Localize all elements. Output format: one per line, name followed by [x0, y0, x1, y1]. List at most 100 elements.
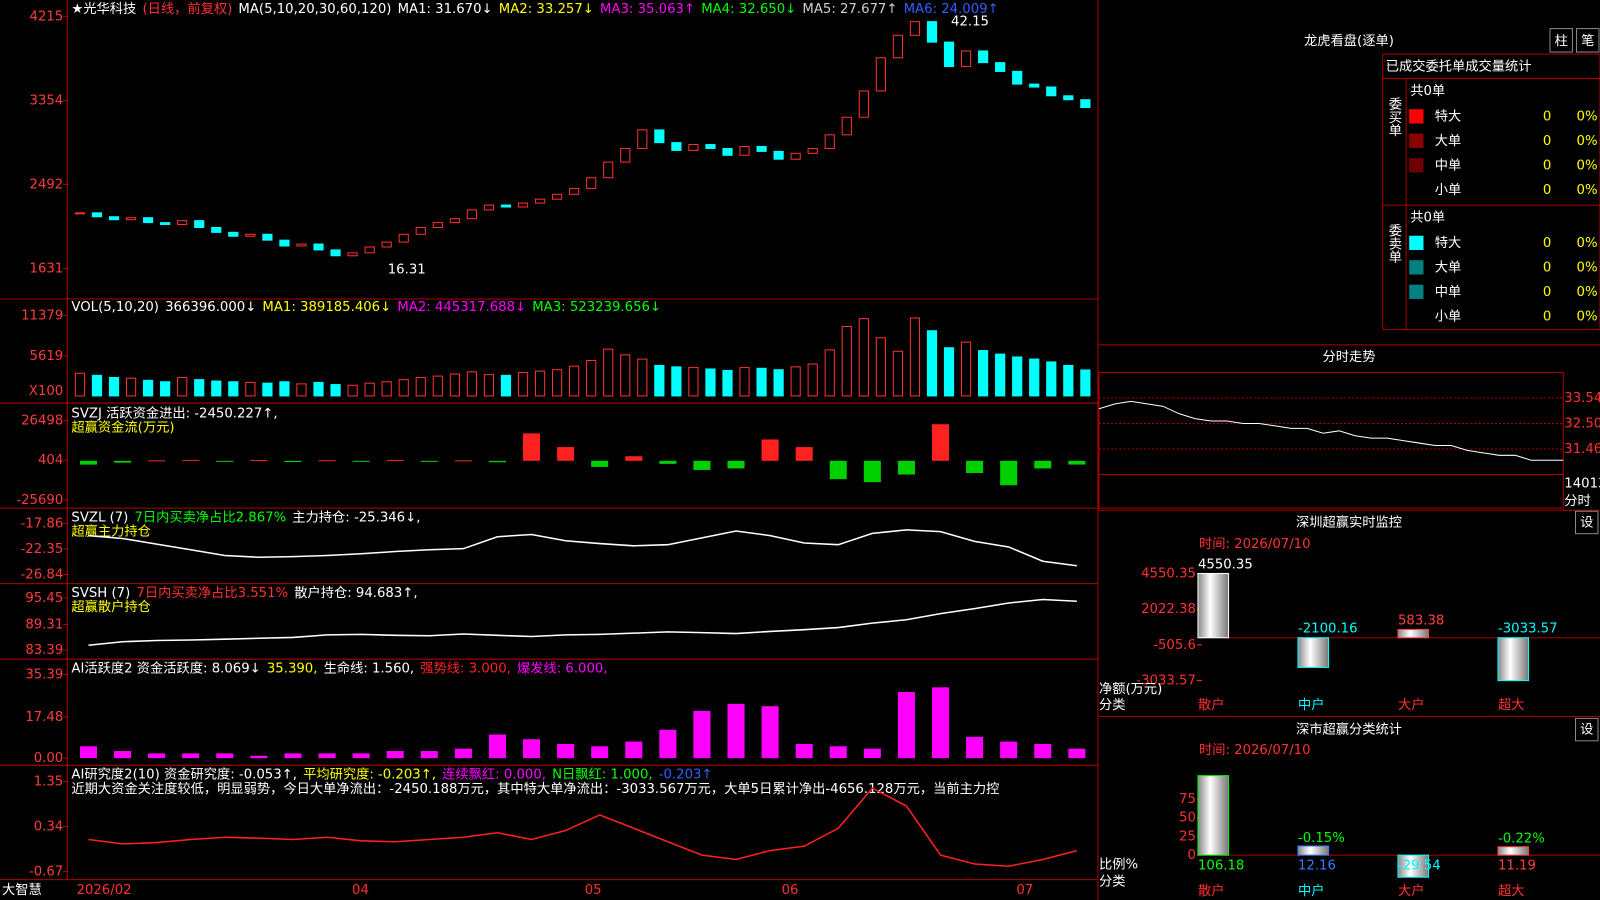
volume-bar: [313, 381, 324, 397]
indicator-bar: [284, 753, 302, 759]
candle: [108, 216, 120, 221]
indicator-bar: [625, 741, 643, 759]
volume-bar: [262, 382, 273, 397]
row-count: 0: [1543, 236, 1551, 251]
high-label: 42.15: [951, 14, 989, 29]
axis-sub: 分类: [1099, 874, 1126, 890]
indicator-bar: [931, 424, 950, 461]
y-tick-label: 0.00: [34, 751, 64, 766]
indicator-bar: [250, 755, 268, 759]
settings-button[interactable]: 设: [1580, 722, 1593, 738]
indicator-bar: [114, 460, 132, 463]
category-label: 超大: [1498, 883, 1525, 899]
candle: [194, 220, 205, 228]
candle: [960, 50, 972, 68]
indicator-header-part: 主力持仓: -25.346↓,: [292, 509, 420, 525]
indicator-header-part: -0.203↑: [659, 767, 713, 782]
volume-bar: [245, 381, 256, 397]
volume-bar: [637, 358, 648, 397]
volume-bar: [466, 371, 477, 397]
category-label: 中户: [1298, 882, 1325, 899]
candle: [228, 231, 239, 237]
value-label: 11.19: [1498, 858, 1536, 873]
y-tick-label: -0.67: [29, 865, 63, 880]
candle: [705, 144, 716, 149]
y-tick-label: 26498: [21, 413, 63, 428]
indicator-bar: [897, 460, 915, 475]
y-tick-label: 5619: [30, 349, 64, 364]
category-bar: [1297, 845, 1330, 856]
y-tick-label: 404: [38, 453, 63, 468]
candle: [1046, 86, 1057, 97]
candle: [654, 129, 665, 144]
panel-title: 龙虎看盘(逐单): [1304, 32, 1394, 49]
date-label: 07: [1016, 883, 1033, 898]
panel-title: 深圳超赢实时监控: [1296, 513, 1402, 530]
y-tick-label: 33.54: [1564, 391, 1600, 406]
volume-bar: [1063, 364, 1074, 397]
candle: [637, 129, 648, 149]
candle: [177, 220, 188, 226]
row-name: 特大: [1435, 235, 1462, 251]
indicator-subheader: 超赢散户持仓: [71, 598, 151, 615]
y-tick-label: 35.39: [25, 668, 63, 683]
row-name: 大单: [1435, 259, 1462, 275]
indicator-bar: [420, 460, 438, 462]
indicator-header: AI研究度2(10) 资金研究度: -0.053↑, 平均研究度: -0.203↑…: [71, 766, 712, 782]
volume-bar: [143, 379, 154, 397]
candle: [824, 134, 835, 149]
category-bar: [1497, 846, 1530, 856]
value-label: 12.16: [1298, 858, 1336, 873]
indicator-bar: [1000, 741, 1018, 759]
volume-bar: [415, 376, 426, 397]
volume-bar: [569, 365, 580, 397]
candle: [1029, 83, 1040, 88]
candle: [262, 233, 273, 241]
group-label: 委买单: [1386, 97, 1402, 138]
indicator-bar: [318, 753, 336, 759]
candle: [534, 198, 546, 204]
category-label: 散户: [1198, 882, 1225, 899]
settings-box: [1575, 717, 1599, 742]
volume-bar: [807, 363, 818, 397]
main-header-part: MA1: 31.670↓: [398, 2, 493, 17]
candle: [688, 144, 699, 151]
indicator-bar: [454, 460, 472, 462]
indicator-bar: [1068, 748, 1086, 759]
indicator-bar: [182, 459, 200, 461]
volume-header-part: MA1: 389185.406↓: [262, 300, 391, 315]
candle: [483, 204, 495, 211]
candle: [756, 146, 767, 152]
settings-button[interactable]: 设: [1580, 514, 1593, 530]
volume-bar: [1046, 361, 1057, 397]
indicator-bar: [454, 748, 472, 759]
indicator-bar: [250, 460, 268, 462]
volume-bar: [1012, 356, 1023, 397]
volume-bar: [211, 380, 222, 397]
candle: [586, 177, 597, 189]
volume-header-part: MA3: 523239.656↓: [532, 300, 661, 315]
row-count: 0: [1543, 309, 1551, 324]
indicator-bar: [182, 753, 200, 759]
volume-bar: [194, 379, 205, 397]
main-header-part: MA3: 35.063↑: [600, 2, 695, 17]
candle: [398, 233, 409, 243]
candle: [739, 146, 750, 156]
row-name: 大单: [1435, 133, 1462, 149]
mode-button[interactable]: 柱: [1555, 33, 1568, 49]
volume-bar: [586, 359, 597, 397]
candle: [858, 90, 869, 118]
volume-bar: [790, 366, 801, 397]
indicator-bar: [591, 746, 609, 759]
row-name: 特大: [1435, 108, 1462, 124]
volume-bar: [824, 349, 835, 397]
y-tick-label: -26.84: [21, 567, 64, 582]
mode-button-box: [1549, 28, 1573, 53]
value-label: 583.38: [1398, 613, 1444, 628]
indicator-header: SVSH (7) 7日内买卖净占比3.551% 散户持仓: 94.683↑,: [71, 584, 417, 601]
volume-bar: [364, 382, 375, 397]
mode-button[interactable]: 笔: [1581, 33, 1594, 49]
row-count: 0: [1543, 285, 1551, 300]
indicator-bar: [557, 447, 575, 461]
